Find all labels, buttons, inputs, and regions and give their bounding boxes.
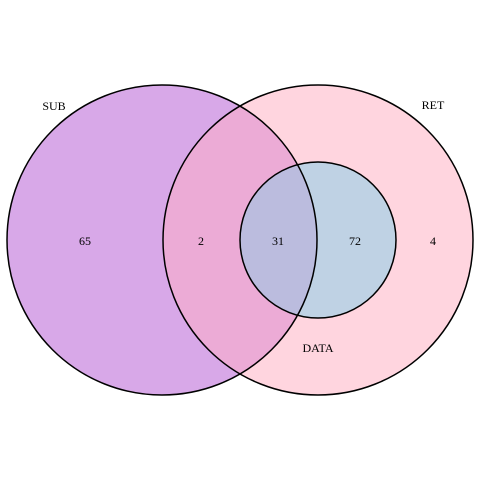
count-ret-only: 4: [430, 234, 436, 248]
count-sub-ret-data: 31: [272, 234, 284, 248]
set-sub-outline: [6, 84, 318, 396]
count-ret-data-only: 72: [349, 234, 361, 248]
count-sub-only: 65: [79, 234, 91, 248]
set-data-outline: [239, 161, 397, 319]
set-ret-outline: [162, 84, 474, 396]
set-label-sub: SUB: [42, 99, 65, 113]
overlap-sub-ret-data: [240, 162, 317, 318]
overlap-sub-ret: [163, 85, 317, 395]
count-sub-ret-only: 2: [198, 234, 204, 248]
set-label-ret: RET: [422, 98, 445, 112]
set-label-data: DATA: [302, 341, 333, 355]
